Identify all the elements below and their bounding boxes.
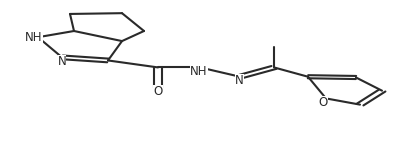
Text: O: O <box>153 85 163 98</box>
Text: NH: NH <box>25 31 43 44</box>
Text: N: N <box>235 74 244 87</box>
Text: O: O <box>318 96 328 109</box>
Text: NH: NH <box>190 65 208 78</box>
Text: N: N <box>58 55 66 68</box>
